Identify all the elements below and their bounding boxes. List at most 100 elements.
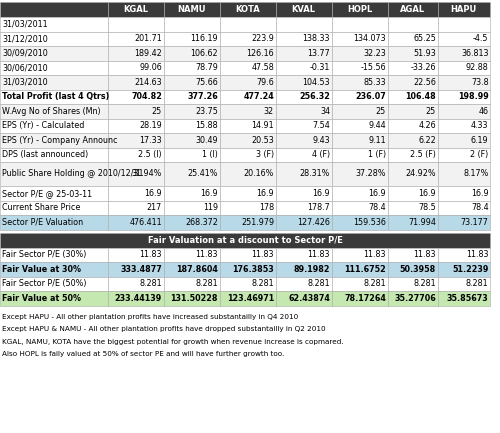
Text: 20.16%: 20.16% (244, 169, 274, 178)
Text: Fair Sector P/E (50%): Fair Sector P/E (50%) (2, 279, 86, 288)
Bar (220, 262, 276, 277)
Bar (220, 32, 276, 46)
Bar (438, 215, 490, 229)
Bar (0, 46, 108, 61)
Text: 11.83: 11.83 (252, 250, 274, 259)
Text: 9.43: 9.43 (312, 136, 330, 145)
Text: 37.28%: 37.28% (356, 169, 386, 178)
Text: EPS (Yr) - Calculated: EPS (Yr) - Calculated (2, 121, 84, 130)
Text: 34: 34 (320, 107, 330, 116)
Text: 8.281: 8.281 (196, 279, 218, 288)
Text: 14.91: 14.91 (252, 121, 274, 130)
Bar (276, 46, 332, 61)
Bar (438, 17, 490, 32)
Text: 78.4: 78.4 (471, 203, 488, 212)
Bar (0, 2, 108, 17)
Text: 477.24: 477.24 (243, 92, 274, 101)
Bar (164, 75, 220, 90)
Text: 214.63: 214.63 (134, 78, 162, 87)
Text: 106.48: 106.48 (405, 92, 436, 101)
Text: 16.9: 16.9 (471, 189, 488, 198)
Bar (276, 17, 332, 32)
Text: 104.53: 104.53 (302, 78, 330, 87)
Bar (438, 61, 490, 75)
Bar (388, 291, 438, 306)
Bar (438, 262, 490, 277)
Text: 51.2239: 51.2239 (452, 265, 488, 274)
Text: 31.94%: 31.94% (132, 169, 162, 178)
Bar (332, 61, 388, 75)
Text: 16.9: 16.9 (144, 189, 162, 198)
Text: 2 (F): 2 (F) (470, 150, 488, 159)
Bar (332, 2, 388, 17)
Bar (108, 46, 164, 61)
Text: 78.79: 78.79 (195, 63, 218, 72)
Text: -33.26: -33.26 (410, 63, 436, 72)
Bar (220, 61, 276, 75)
Bar (164, 148, 220, 162)
Bar (276, 148, 332, 162)
Text: 15.88: 15.88 (196, 121, 218, 130)
Bar (438, 119, 490, 133)
Text: 8.17%: 8.17% (463, 169, 488, 178)
Text: -4.5: -4.5 (473, 34, 488, 43)
Text: 159.536: 159.536 (353, 218, 386, 227)
Bar (108, 133, 164, 148)
Text: 6.22: 6.22 (418, 136, 436, 145)
Text: 22.56: 22.56 (413, 78, 436, 87)
Bar (164, 215, 220, 229)
Bar (0, 75, 108, 90)
Text: 251.979: 251.979 (241, 218, 274, 227)
Bar (438, 186, 490, 200)
Text: 201.71: 201.71 (134, 34, 162, 43)
Text: EPS (Yr) - Company Announc: EPS (Yr) - Company Announc (2, 136, 117, 145)
Bar (276, 133, 332, 148)
Text: 126.16: 126.16 (246, 49, 274, 58)
Text: 7.54: 7.54 (312, 121, 330, 130)
Bar (332, 200, 388, 215)
Text: 377.26: 377.26 (187, 92, 218, 101)
Bar (332, 186, 388, 200)
Text: Fair Sector P/E (30%): Fair Sector P/E (30%) (2, 250, 86, 259)
Bar (108, 186, 164, 200)
Bar (0, 233, 490, 248)
Bar (332, 104, 388, 119)
Bar (164, 262, 220, 277)
Text: 8.281: 8.281 (252, 279, 274, 288)
Text: 11.83: 11.83 (414, 250, 436, 259)
Text: 106.62: 106.62 (190, 49, 218, 58)
Bar (332, 17, 388, 32)
Bar (276, 200, 332, 215)
Text: 35.27706: 35.27706 (394, 294, 436, 303)
Text: 20.53: 20.53 (252, 136, 274, 145)
Text: KGAL, NAMU, KOTA have the biggest potential for growth when revenue increase is : KGAL, NAMU, KOTA have the biggest potent… (2, 339, 344, 345)
Bar (164, 186, 220, 200)
Text: Current Share Price: Current Share Price (2, 203, 80, 212)
Bar (332, 248, 388, 262)
Text: 16.9: 16.9 (200, 189, 218, 198)
Text: 31/12/2010: 31/12/2010 (2, 34, 48, 43)
Bar (220, 75, 276, 90)
Bar (388, 162, 438, 186)
Bar (388, 17, 438, 32)
Text: 8.281: 8.281 (466, 279, 488, 288)
Text: 28.31%: 28.31% (300, 169, 330, 178)
Text: 4.26: 4.26 (418, 121, 436, 130)
Text: 476.411: 476.411 (130, 218, 162, 227)
Bar (332, 90, 388, 104)
Bar (438, 200, 490, 215)
Bar (332, 262, 388, 277)
Bar (332, 46, 388, 61)
Bar (0, 104, 108, 119)
Bar (276, 75, 332, 90)
Text: 78.4: 78.4 (368, 203, 386, 212)
Bar (164, 32, 220, 46)
Bar (438, 277, 490, 291)
Text: 223.9: 223.9 (251, 34, 274, 43)
Bar (220, 277, 276, 291)
Text: 36.813: 36.813 (461, 49, 488, 58)
Text: 62.43874: 62.43874 (288, 294, 330, 303)
Bar (388, 148, 438, 162)
Bar (332, 277, 388, 291)
Text: 119: 119 (203, 203, 218, 212)
